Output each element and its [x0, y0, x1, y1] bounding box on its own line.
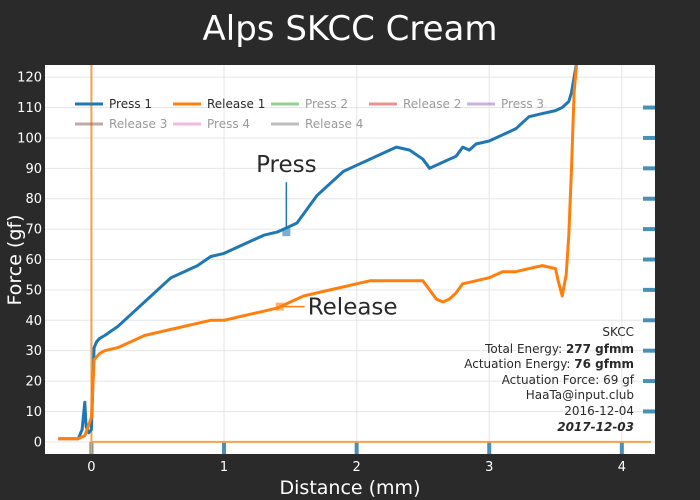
release-marker	[275, 302, 284, 311]
x-tick-marker-4	[619, 442, 624, 454]
right-marker-60	[643, 257, 655, 262]
chart-title: Alps SKCC Cream	[203, 9, 498, 49]
right-marker-100	[643, 135, 655, 140]
y-tick-label-40: 40	[25, 314, 42, 329]
info-total-energy: Total Energy: 277 gfmm	[484, 342, 634, 356]
legend-label-press-1: Press 1	[109, 97, 152, 111]
x-tick-label-4: 4	[618, 460, 626, 475]
right-marker-10	[643, 409, 655, 414]
series-line-release-1	[58, 65, 579, 441]
y-tick-label-80: 80	[25, 192, 42, 207]
right-marker-40	[643, 318, 655, 323]
y-tick-label-100: 100	[17, 131, 42, 146]
legend-label-release-4: Release 4	[305, 117, 363, 131]
x-tick-marker-2	[354, 442, 359, 454]
y-axis-ticks: 0 10 20 30 40 50 60 70 80 90 100 110 120	[17, 71, 42, 451]
right-marker-80	[643, 196, 655, 201]
info-date-created: 2016-12-04	[564, 404, 634, 418]
x-tick-label-1: 1	[220, 460, 228, 475]
right-marker-70	[643, 227, 655, 232]
x-tick-label-0: 0	[87, 460, 95, 475]
y-tick-label-120: 120	[17, 71, 42, 86]
x-axis-title: Distance (mm)	[280, 477, 421, 499]
y-tick-label-10: 10	[25, 405, 42, 420]
right-marker-20	[643, 379, 655, 384]
right-edge-markers	[643, 105, 655, 414]
y-tick-label-20: 20	[25, 375, 42, 390]
right-marker-30	[643, 348, 655, 353]
legend-label-press-4: Press 4	[207, 117, 250, 131]
y-tick-label-110: 110	[17, 101, 42, 116]
y-tick-label-70: 70	[25, 223, 42, 238]
series-lines	[58, 65, 579, 441]
legend-label-release-2: Release 2	[403, 97, 461, 111]
series-line-press-1	[58, 65, 578, 441]
right-marker-110	[643, 105, 655, 110]
legend-label-release-1: Release 1	[207, 97, 265, 111]
y-tick-label-30: 30	[25, 344, 42, 359]
x-axis-ticks: 0 1 2 3 4	[87, 442, 626, 475]
y-tick-label-90: 90	[25, 162, 42, 177]
annotations: Press Release	[256, 152, 398, 320]
y-tick-label-60: 60	[25, 253, 42, 268]
y-axis-title: Force (gf)	[4, 214, 26, 305]
legend: Press 1 Release 1 Press 2 Release 2 Press 3 R…	[75, 97, 544, 131]
info-actuation-force: Actuation Force: 69 gf	[502, 373, 635, 387]
press-marker	[282, 228, 291, 237]
info-box: SKCC Total Energy: 277 gfmm Actuation En…	[464, 325, 635, 434]
legend-label-press-2: Press 2	[305, 97, 348, 111]
y-tick-label-50: 50	[25, 283, 42, 298]
x-tick-marker-1	[222, 442, 227, 454]
right-marker-50	[643, 287, 655, 292]
x-tick-marker-3	[487, 442, 492, 454]
right-marker-90	[643, 166, 655, 171]
release-annotation-label: Release	[308, 295, 398, 321]
y-tick-label-0: 0	[34, 435, 42, 450]
info-date-updated: 2017-12-03	[557, 420, 634, 434]
legend-label-release-3: Release 3	[109, 117, 167, 131]
info-actuation-energy: Actuation Energy: 76 gfmm	[464, 357, 634, 371]
press-annotation-label: Press	[256, 152, 317, 178]
x-tick-label-2: 2	[352, 460, 360, 475]
x-tick-label-3: 3	[485, 460, 493, 475]
info-switch-name: SKCC	[602, 325, 634, 339]
legend-label-press-3: Press 3	[501, 97, 544, 111]
info-author: HaaTa@input.club	[526, 388, 634, 402]
